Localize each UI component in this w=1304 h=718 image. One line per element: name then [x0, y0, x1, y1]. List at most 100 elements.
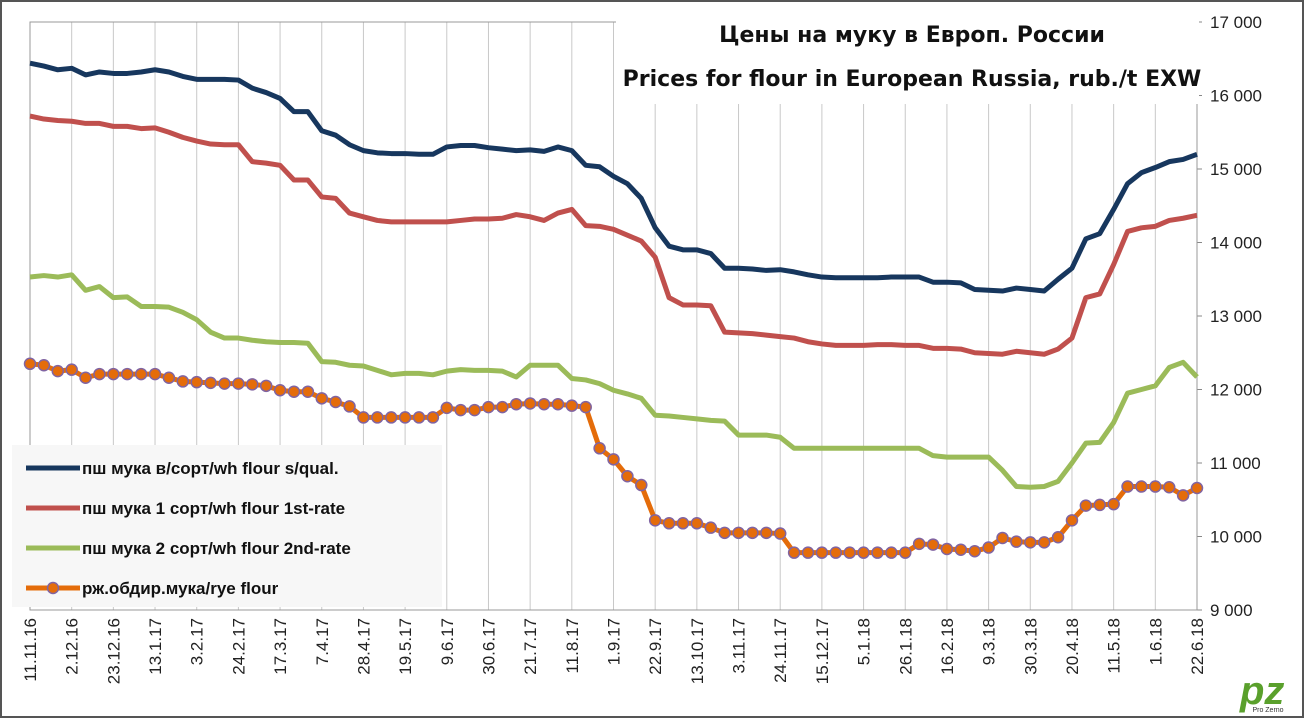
logo: pz Pro Zerno — [1239, 669, 1284, 714]
point — [579, 400, 592, 414]
y-tick-label: 17 000 — [1210, 13, 1262, 32]
legend: пш мука в/сорт/wh flour s/qual. пш мука 1… — [26, 459, 351, 598]
x-tick-label: 3.11.17 — [730, 618, 749, 673]
point — [718, 526, 731, 540]
chart-title: Цены на муку в Европ. России — [719, 23, 1105, 48]
y-tick-label: 10 000 — [1210, 528, 1262, 547]
point — [315, 392, 328, 405]
y-tick-label: 12 000 — [1210, 381, 1262, 400]
point — [371, 411, 384, 424]
point — [204, 376, 217, 390]
point — [968, 544, 981, 558]
x-tick-label: 1.6.18 — [1146, 618, 1165, 665]
point — [23, 357, 37, 371]
point — [1107, 497, 1120, 511]
x-tick-label: 11.5.18 — [1105, 618, 1124, 673]
point — [940, 542, 954, 556]
plot-frame — [29, 21, 1198, 611]
chart-subtitle: Prices for flour in European Russia, rub… — [623, 67, 1202, 92]
legend-box — [12, 445, 442, 607]
point — [801, 546, 815, 559]
point — [176, 375, 190, 388]
point — [1176, 489, 1190, 502]
point — [593, 442, 606, 455]
point — [1149, 480, 1162, 493]
point — [79, 371, 92, 384]
x-tick-label: 20.4.18 — [1063, 618, 1082, 675]
point — [704, 521, 717, 534]
x-tick-label: 9.3.18 — [980, 618, 999, 665]
point — [871, 546, 884, 559]
point — [357, 411, 370, 424]
point — [662, 517, 676, 530]
logo-mark: pz — [1239, 669, 1284, 713]
point — [1121, 480, 1134, 493]
point — [1093, 498, 1106, 512]
x-tick-label: 22.6.18 — [1188, 618, 1207, 675]
x-tick-label: 3.2.17 — [188, 618, 207, 665]
x-tick-label: 11.8.17 — [563, 618, 582, 673]
point — [996, 531, 1009, 545]
x-tick-label: 11.11.16 — [21, 618, 40, 682]
point — [482, 400, 495, 414]
legend-label: рж.обдир.мука/rye flour — [82, 579, 279, 598]
point — [648, 514, 662, 527]
point — [676, 517, 690, 530]
point — [384, 411, 398, 424]
point — [343, 400, 356, 413]
legend-label: пш мука в/сорт/wh flour s/qual. — [82, 459, 339, 478]
x-tick-label: 15.12.17 — [813, 618, 832, 684]
x-tick-label: 30.3.18 — [1021, 618, 1040, 675]
point — [1065, 514, 1079, 527]
point — [621, 469, 634, 483]
point — [815, 546, 829, 559]
point — [329, 395, 342, 409]
x-tick-label: 7.4.17 — [313, 618, 332, 665]
series-line — [29, 272, 1199, 490]
point — [51, 364, 65, 378]
point — [162, 371, 176, 384]
point — [287, 385, 301, 398]
title-box — [616, 14, 1199, 104]
point — [426, 411, 440, 424]
x-tick-label: 1.9.17 — [605, 618, 624, 665]
point — [1010, 535, 1023, 548]
point — [440, 401, 454, 415]
point — [510, 397, 523, 411]
point — [787, 546, 801, 559]
point — [148, 367, 162, 381]
point — [1135, 480, 1148, 493]
x-tick-label: 26.1.18 — [896, 618, 915, 675]
point — [273, 383, 287, 397]
lines — [23, 60, 1204, 559]
x-tick-label: 24.11.17 — [771, 618, 790, 683]
point — [912, 537, 926, 551]
point — [1190, 481, 1204, 495]
x-tick-label: 30.6.17 — [479, 618, 498, 675]
point — [259, 379, 273, 393]
point — [565, 399, 579, 412]
point — [635, 478, 648, 492]
x-tick-label: 21.7.17 — [521, 618, 540, 675]
point — [121, 367, 134, 381]
point — [523, 397, 537, 410]
y-tick-label: 14 000 — [1210, 234, 1262, 253]
point — [885, 546, 898, 559]
x-tick-label: 2.12.16 — [63, 618, 82, 675]
x-tick-label: 16.2.18 — [938, 618, 957, 675]
point — [107, 367, 120, 381]
point — [899, 546, 912, 559]
logo-text: Pro Zerno — [1252, 707, 1283, 714]
legend-label: пш мука 1 сорт/wh flour 1st-rate — [82, 499, 345, 518]
point — [93, 367, 106, 381]
point — [607, 453, 620, 466]
point — [537, 397, 551, 411]
point — [301, 385, 315, 398]
point — [1162, 481, 1176, 494]
point — [982, 541, 995, 554]
y-tick-label: 13 000 — [1210, 307, 1262, 326]
x-tick-label: 23.12.16 — [104, 618, 123, 684]
y-tick-label: 11 000 — [1210, 454, 1261, 473]
point — [1051, 530, 1065, 544]
